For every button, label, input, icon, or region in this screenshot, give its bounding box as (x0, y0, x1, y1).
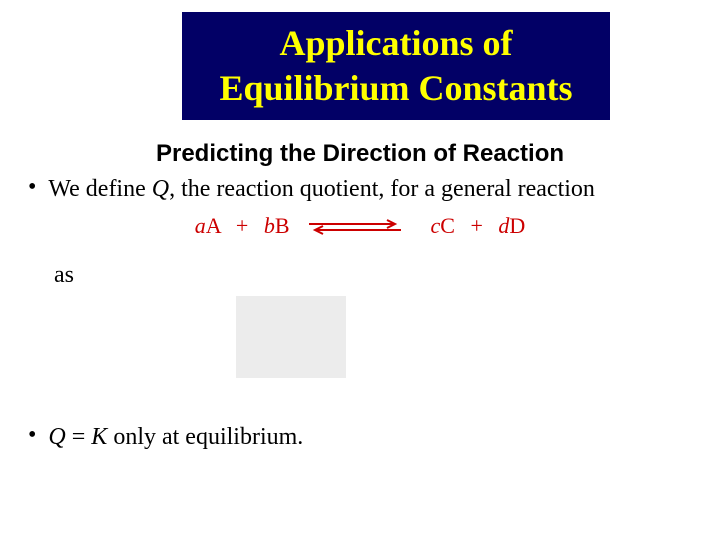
coef-b: b (264, 213, 275, 238)
bullet-2-post: only at equilibrium. (107, 424, 303, 450)
bullet-2-eq: = (66, 424, 92, 450)
bullet-2-q: Q (48, 424, 65, 450)
bullet-dot-icon: • (28, 422, 36, 448)
coef-d: d (498, 213, 509, 238)
bullet-1-text: We define Q, the reaction quotient, for … (48, 174, 595, 205)
plus-2: + (460, 213, 492, 238)
plus-1: + (226, 213, 258, 238)
species-d: D (509, 213, 525, 238)
bullet-2-text: Q = K only at equilibrium. (48, 422, 303, 453)
bullet-dot-icon: • (28, 174, 36, 200)
subheading: Predicting the Direction of Reaction (0, 140, 720, 168)
bullet-1-pre: We define (48, 176, 151, 202)
bullet-1-post: , the reaction quotient, for a general r… (169, 176, 595, 202)
reaction-equation: aA + bB cC + dD (0, 213, 720, 241)
species-c: C (440, 213, 455, 238)
as-label: as (54, 262, 74, 289)
bullet-1-q: Q (152, 176, 169, 202)
coef-c: c (431, 213, 441, 238)
slide-title: Applications of Equilibrium Constants (182, 21, 610, 111)
bullet-2: • Q = K only at equilibrium. (28, 422, 303, 453)
species-a: A (206, 213, 221, 238)
bullet-2-k: K (91, 424, 107, 450)
species-b: B (275, 213, 290, 238)
equilibrium-arrow-icon (309, 215, 401, 241)
title-box: Applications of Equilibrium Constants (182, 12, 610, 120)
coef-a: a (195, 213, 206, 238)
formula-placeholder-box (236, 296, 346, 378)
bullet-1: • We define Q, the reaction quotient, fo… (28, 174, 595, 205)
